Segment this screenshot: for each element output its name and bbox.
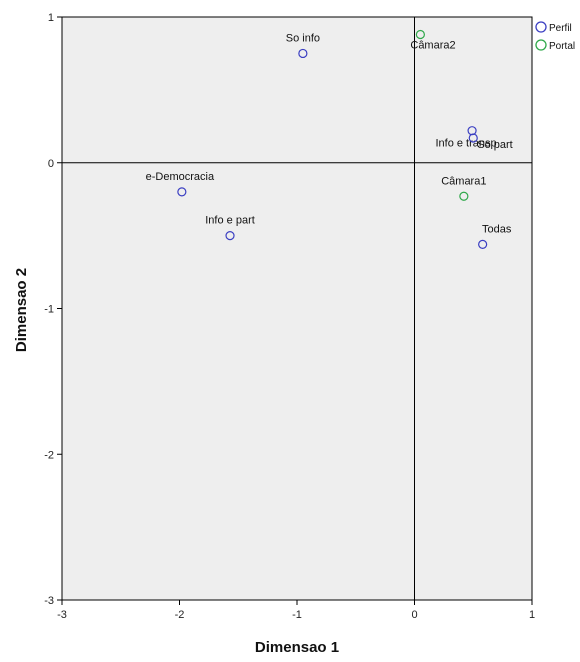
y-tick-label: 0: [48, 158, 54, 170]
legend-marker: [535, 21, 547, 33]
data-point-marker: [459, 191, 469, 201]
x-tick-label: -2: [175, 609, 185, 621]
y-tick-label: -2: [44, 449, 54, 461]
data-point-label: Câmara2: [410, 39, 455, 51]
legend-entry-label: Perfil: [549, 23, 572, 34]
plot-area: [62, 17, 532, 600]
data-point-marker: [415, 29, 425, 40]
x-tick-label: 0: [411, 609, 417, 621]
data-point-label: Câmara1: [441, 175, 486, 187]
x-tick-label: -1: [292, 609, 302, 621]
data-point-marker: [478, 239, 488, 249]
y-tick-label: -1: [44, 304, 54, 316]
data-point-marker: [468, 133, 478, 143]
y-tick-label: 1: [48, 12, 54, 24]
data-point-marker: [298, 48, 308, 59]
x-tick-label: 1: [529, 609, 535, 621]
reference-lines: [62, 17, 532, 600]
data-point-label: Todas: [482, 223, 512, 235]
data-point-marker: [177, 187, 187, 197]
legend-marker: [535, 39, 547, 51]
legend-entry-label: Portal: [549, 41, 575, 52]
legend: Perfil Portal: [535, 21, 575, 52]
x-tick-label: -3: [57, 609, 67, 621]
data-point-marker: [225, 231, 235, 241]
data-point-label: So part: [477, 139, 512, 151]
x-axis: -3 -2 -1 0 1: [57, 600, 535, 621]
data-point-label: So info: [286, 32, 320, 44]
y-tick-label: -3: [44, 595, 54, 607]
data-point-label: Info e part: [205, 215, 255, 227]
x-axis-title: Dimensao 1: [255, 639, 339, 656]
data-point-label: e-Democracia: [146, 171, 215, 183]
y-axis: 1 0 -1 -2 -3: [44, 12, 62, 607]
data-point-label: Info e transp: [435, 138, 496, 150]
y-axis-title: Dimensao 2: [13, 268, 30, 352]
data-points: So info e-Democracia Info e part Info e tra…: [146, 29, 513, 249]
